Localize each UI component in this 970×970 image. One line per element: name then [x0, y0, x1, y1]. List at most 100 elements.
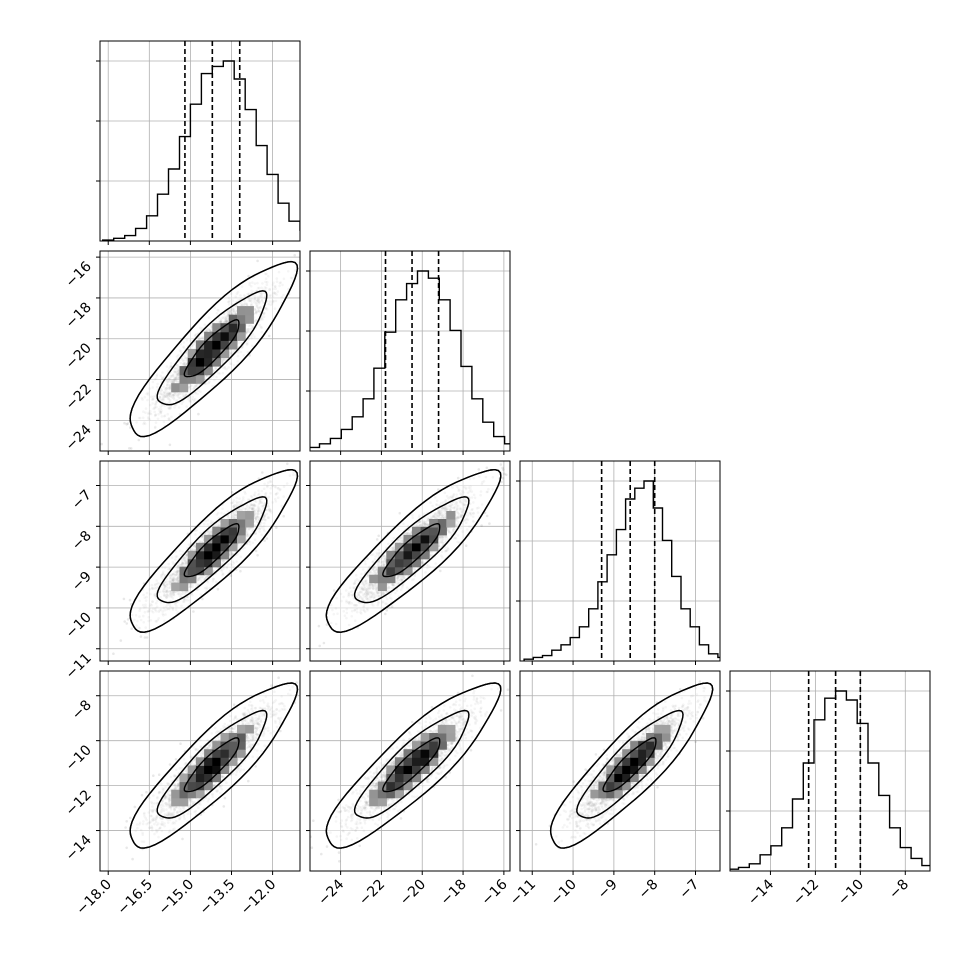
- density-cell: [212, 534, 221, 544]
- density-cell: [179, 366, 189, 376]
- density-cell: [195, 357, 205, 367]
- density-cell: [228, 526, 238, 536]
- x-tick-label: −9: [595, 877, 621, 903]
- density-cell: [598, 789, 607, 799]
- density-cell: [622, 781, 631, 791]
- density-cell: [212, 558, 221, 568]
- density-cell: [179, 374, 189, 384]
- density-cell: [212, 765, 221, 774]
- contour-line: [156, 496, 268, 604]
- density-cell: [228, 733, 238, 742]
- density-cell: [220, 323, 230, 333]
- density-cell: [394, 789, 404, 799]
- density-cell: [212, 741, 221, 750]
- density-cell: [204, 765, 213, 774]
- density-cell: [386, 789, 396, 799]
- density-cell: [654, 733, 663, 742]
- y-tick-label: −10: [63, 609, 95, 641]
- density-cells: [369, 724, 456, 807]
- density-cell: [220, 526, 230, 536]
- density-cell: [212, 749, 221, 758]
- y-tick-label: −10: [63, 742, 95, 774]
- density-cell: [220, 542, 230, 552]
- x-tick-label: −12.0: [238, 877, 280, 919]
- density-cell: [394, 757, 404, 766]
- density-cell: [228, 323, 238, 333]
- density-cell: [403, 749, 413, 758]
- density-cell: [228, 331, 238, 341]
- density-cell: [179, 383, 189, 393]
- density-cell: [429, 741, 439, 750]
- density-cell: [187, 558, 197, 568]
- density-cell: [377, 582, 387, 592]
- density-cell: [412, 773, 422, 783]
- y-tick-label: −11: [63, 650, 95, 682]
- density-cell: [394, 765, 404, 774]
- density-cell: [204, 366, 213, 376]
- hist-panel-3: −14 −12 −10 −8: [726, 670, 931, 909]
- density-cell: [386, 765, 396, 774]
- panel-frame: [99, 40, 301, 242]
- density-cell: [195, 349, 205, 359]
- panel-frame: [519, 460, 721, 662]
- density-cell: [437, 526, 447, 536]
- density-cell: [195, 781, 205, 791]
- y-tick-label: −16: [63, 259, 95, 291]
- density-cell: [171, 797, 180, 807]
- density-cell: [228, 534, 238, 544]
- density-cell: [420, 534, 430, 544]
- density-cell: [212, 349, 221, 359]
- density-cell: [606, 781, 615, 791]
- density-cell: [212, 526, 221, 536]
- y-tick-label: −8: [69, 697, 95, 723]
- contour-line: [602, 737, 657, 793]
- density-cell: [429, 542, 439, 552]
- density-cell: [638, 757, 647, 766]
- contour-line: [156, 709, 268, 819]
- contour-line: [129, 260, 299, 438]
- density-cell: [179, 566, 189, 576]
- density-cell: [220, 749, 230, 758]
- density-cell: [220, 765, 230, 774]
- density-cell: [204, 331, 213, 341]
- density-cell: [622, 749, 631, 758]
- panel-frame: [309, 460, 511, 662]
- density-cell: [630, 765, 639, 774]
- density-cell: [187, 765, 197, 774]
- density-cell: [179, 797, 189, 807]
- density-cell: [204, 340, 213, 350]
- density-cell: [630, 741, 639, 750]
- panel-frame: [519, 670, 721, 872]
- panel-frame: [309, 250, 511, 452]
- y-tick-label: −12: [63, 787, 95, 819]
- density-cell: [622, 773, 631, 783]
- density-cell: [437, 724, 447, 734]
- density-cell: [237, 314, 246, 324]
- density-cell: [220, 550, 230, 560]
- density-cell: [369, 574, 379, 584]
- contour-line: [353, 709, 470, 819]
- density-cell: [237, 749, 246, 758]
- density-cell: [614, 789, 623, 799]
- panel-frame: [99, 670, 301, 872]
- density-cell: [437, 733, 447, 742]
- x-tick-label: −18.0: [73, 877, 115, 919]
- density-cell: [662, 733, 671, 742]
- x-tick-label: −16.5: [114, 877, 156, 919]
- density-cell: [212, 773, 221, 783]
- density-cell: [220, 757, 230, 766]
- density-cell: [228, 340, 238, 350]
- density-cell: [212, 357, 221, 367]
- density-cell: [245, 314, 254, 324]
- hist-panel-1: [306, 250, 511, 455]
- density-cells: [171, 511, 254, 592]
- density-cell: [403, 781, 413, 791]
- density-cell: [204, 566, 213, 576]
- histogram-series: [523, 480, 720, 661]
- contour-line: [382, 522, 441, 578]
- density-cell: [237, 519, 246, 528]
- density-cell: [195, 550, 205, 560]
- density-cell: [228, 741, 238, 750]
- contour-line: [129, 682, 299, 849]
